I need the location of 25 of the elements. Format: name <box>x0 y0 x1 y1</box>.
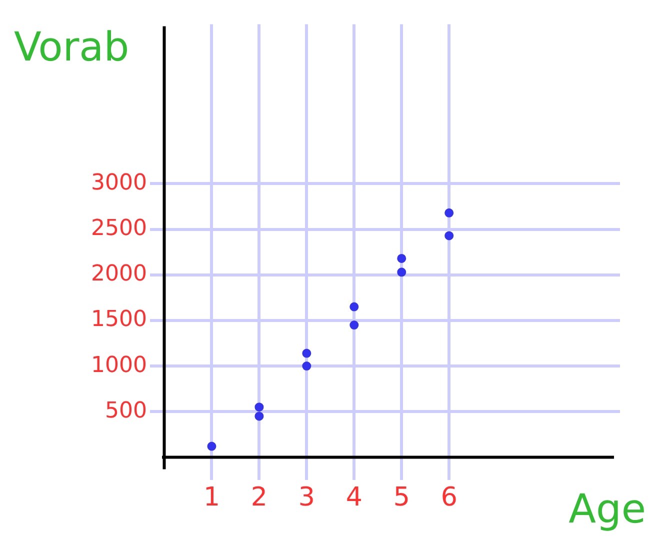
point <box>397 254 406 263</box>
point <box>207 442 216 451</box>
point <box>350 320 359 330</box>
x-tick-label: 3 <box>298 482 315 512</box>
y-tick-label: 2500 <box>91 216 147 242</box>
y-tick-label: 500 <box>105 398 147 424</box>
point <box>254 402 264 412</box>
point <box>350 302 359 312</box>
x-axis-title: Age <box>568 486 646 532</box>
y-tick-label: 3000 <box>91 170 147 196</box>
x-tick-label: 6 <box>440 482 458 512</box>
x-tick-label: 4 <box>346 482 362 512</box>
x-tick-label: 1 <box>203 482 220 512</box>
x-tick-label: 5 <box>393 482 410 512</box>
y-tick-label: 2000 <box>91 262 147 287</box>
point <box>302 348 312 358</box>
point <box>444 208 454 218</box>
y-tick-label: 1500 <box>91 307 147 332</box>
point <box>302 362 312 371</box>
point <box>397 268 406 277</box>
point <box>444 231 454 240</box>
y-axis-title: Vorab <box>14 24 130 70</box>
point <box>254 412 264 421</box>
y-tick-label: 1000 <box>91 352 147 378</box>
x-tick-label: 2 <box>250 482 268 512</box>
